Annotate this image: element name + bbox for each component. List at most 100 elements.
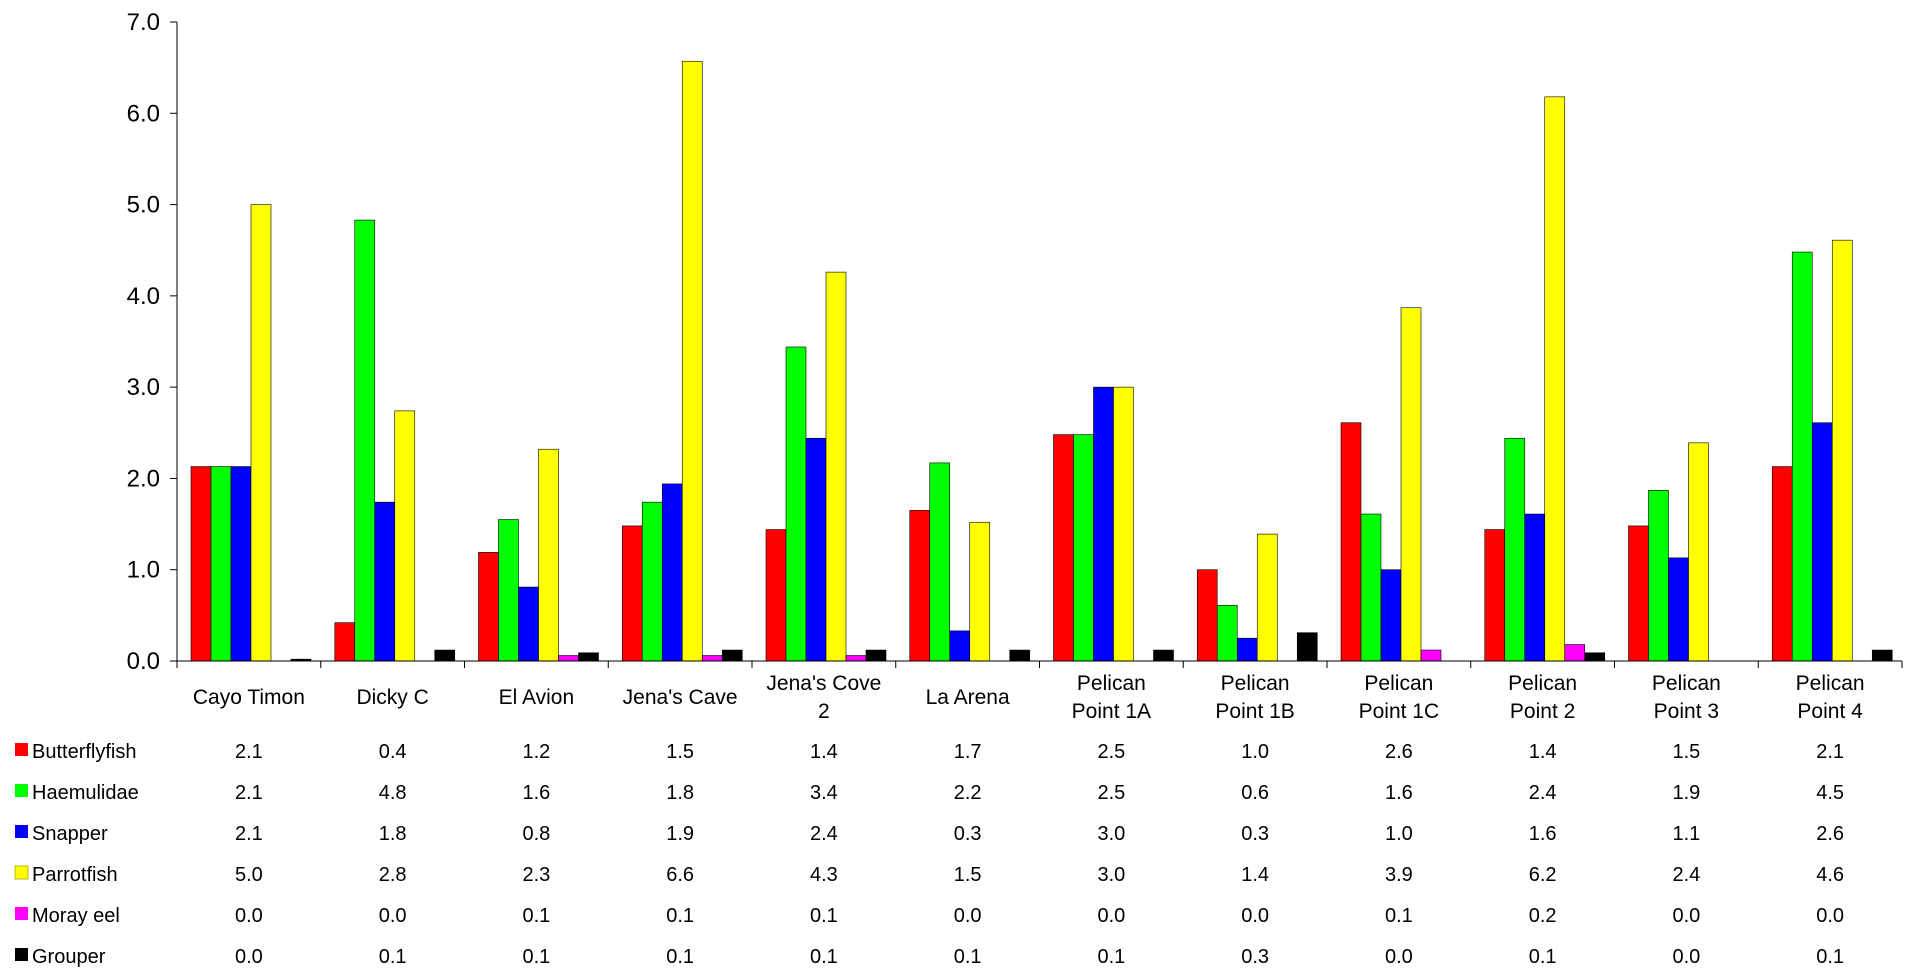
data-table-cell: 1.0	[1385, 823, 1413, 845]
category-label: Pelican Point 1C	[1359, 672, 1440, 723]
legend-label: Moray eel	[32, 905, 120, 927]
bar-snapper-2	[518, 586, 539, 662]
y-tick-label: 5.0	[127, 192, 160, 219]
data-table-cell: 0.1	[810, 946, 838, 968]
data-table-cell: 1.9	[1672, 782, 1700, 804]
data-table-cell: 1.5	[954, 864, 982, 886]
bar-parrotfish-8	[1400, 307, 1422, 662]
y-tick-label: 4.0	[127, 283, 160, 310]
data-table-cell: 0.1	[954, 946, 982, 968]
data-table-cell: 1.4	[810, 741, 838, 763]
data-table-cell: 4.8	[379, 782, 407, 804]
data-table-cell: 0.1	[666, 905, 694, 927]
y-tick-label: 2.0	[127, 465, 160, 492]
bar-snapper-6	[1093, 386, 1114, 662]
data-table-cell: 3.0	[1097, 864, 1125, 886]
data-table-cell: 0.1	[522, 905, 550, 927]
bar-parrotfish-0	[250, 204, 272, 662]
data-table-cell: 2.6	[1385, 741, 1413, 763]
data-table-cell: 1.9	[666, 823, 694, 845]
legend-swatch-grouper	[15, 948, 28, 961]
data-table-cell: 4.5	[1816, 782, 1844, 804]
data-table-cell: 2.3	[522, 864, 550, 886]
bar-haemulidae-4	[785, 346, 807, 662]
data-table-cell: 1.0	[1241, 741, 1269, 763]
legend-label: Grouper	[32, 946, 106, 968]
legend-swatch-parrotfish	[14, 865, 29, 880]
data-table-cell: 2.1	[235, 782, 263, 804]
bar-moray-eel-8	[1420, 649, 1442, 662]
data-table-cell: 0.1	[1385, 905, 1413, 927]
data-table-cell: 0.1	[1529, 946, 1557, 968]
bar-haemulidae-0	[210, 466, 232, 662]
bar-butterflyfish-3	[621, 525, 643, 662]
bar-grouper-11	[1871, 649, 1893, 662]
data-table-cell: 0.1	[1097, 946, 1125, 968]
data-table-cell: 4.6	[1816, 864, 1844, 886]
bar-butterflyfish-4	[765, 529, 787, 662]
data-table-cell: 2.1	[235, 741, 263, 763]
bar-parrotfish-2	[538, 448, 559, 662]
bar-haemulidae-10	[1648, 489, 1669, 662]
data-table-cell: 2.1	[1816, 741, 1844, 763]
bar-parrotfish-6	[1113, 386, 1134, 662]
data-table-cell: 1.6	[1385, 782, 1413, 804]
data-table-cell: 1.8	[666, 782, 694, 804]
legend-label: Parrotfish	[32, 864, 118, 886]
data-table-cell: 0.8	[522, 823, 550, 845]
category-label: Jena's Cave	[623, 686, 738, 709]
legend-label: Butterflyfish	[32, 741, 136, 763]
data-table-cell: 0.0	[1097, 905, 1125, 927]
y-tick-label: 7.0	[127, 9, 160, 36]
category-label: Pelican Point 2	[1508, 672, 1577, 723]
bar-moray-eel-4	[845, 655, 867, 662]
data-table-cell: 1.2	[522, 741, 550, 763]
legend-swatch-snapper	[15, 825, 28, 838]
bar-haemulidae-7	[1216, 605, 1238, 662]
y-tick-label: 0.0	[127, 648, 160, 675]
data-table-cell: 0.1	[666, 946, 694, 968]
bar-parrotfish-10	[1688, 442, 1709, 662]
bar-haemulidae-3	[641, 501, 663, 662]
y-tick-label: 3.0	[127, 374, 160, 401]
bar-butterflyfish-7	[1196, 569, 1218, 662]
bar-grouper-9	[1584, 652, 1606, 662]
category-label: Pelican Point 3	[1652, 672, 1721, 723]
category-label: Cayo Timon	[193, 686, 305, 709]
category-label: Jena's Cove 2	[766, 672, 881, 723]
data-table-cell: 0.0	[235, 905, 263, 927]
bar-butterflyfish-1	[334, 622, 356, 662]
data-table-cell: 2.2	[954, 782, 982, 804]
data-table-cell: 0.0	[235, 946, 263, 968]
data-table-cell: 2.5	[1097, 782, 1125, 804]
data-table-cell: 2.4	[1529, 782, 1557, 804]
bar-parrotfish-4	[825, 271, 847, 662]
data-table-cell: 0.1	[810, 905, 838, 927]
data-table-cell: 1.4	[1529, 741, 1557, 763]
data-table-cell: 1.5	[1672, 741, 1700, 763]
bar-parrotfish-9	[1544, 96, 1566, 662]
bar-moray-eel-3	[701, 655, 723, 662]
bar-haemulidae-1	[354, 219, 376, 662]
data-table-cell: 1.6	[522, 782, 550, 804]
bar-haemulidae-5	[929, 462, 951, 662]
data-table-cell: 1.1	[1672, 823, 1700, 845]
data-table-cell: 0.2	[1529, 905, 1557, 927]
data-table-cell: 6.2	[1529, 864, 1557, 886]
data-table-cell: 1.6	[1529, 823, 1557, 845]
bar-grouper-2	[578, 652, 599, 662]
data-table-cell: 2.8	[379, 864, 407, 886]
data-table-cell: 0.0	[954, 905, 982, 927]
bar-butterflyfish-5	[909, 510, 931, 662]
bar-grouper-3	[721, 649, 743, 662]
category-label: La Arena	[926, 686, 1010, 709]
data-table-cell: 0.6	[1241, 782, 1269, 804]
data-table-cell: 2.4	[1672, 864, 1700, 886]
data-table-cell: 0.0	[1672, 905, 1700, 927]
bar-butterflyfish-9	[1484, 529, 1506, 662]
bar-snapper-9	[1524, 513, 1546, 662]
data-table-cell: 1.7	[954, 741, 982, 763]
legend-swatch-moray-eel	[15, 907, 28, 920]
bar-snapper-1	[374, 501, 396, 662]
